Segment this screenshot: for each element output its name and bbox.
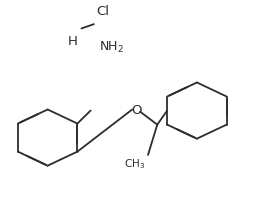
Text: CH$_3$: CH$_3$ — [124, 157, 146, 171]
Text: H: H — [68, 35, 78, 48]
Text: Cl: Cl — [96, 5, 109, 18]
Text: O: O — [131, 104, 142, 117]
Text: NH$_2$: NH$_2$ — [99, 40, 124, 55]
